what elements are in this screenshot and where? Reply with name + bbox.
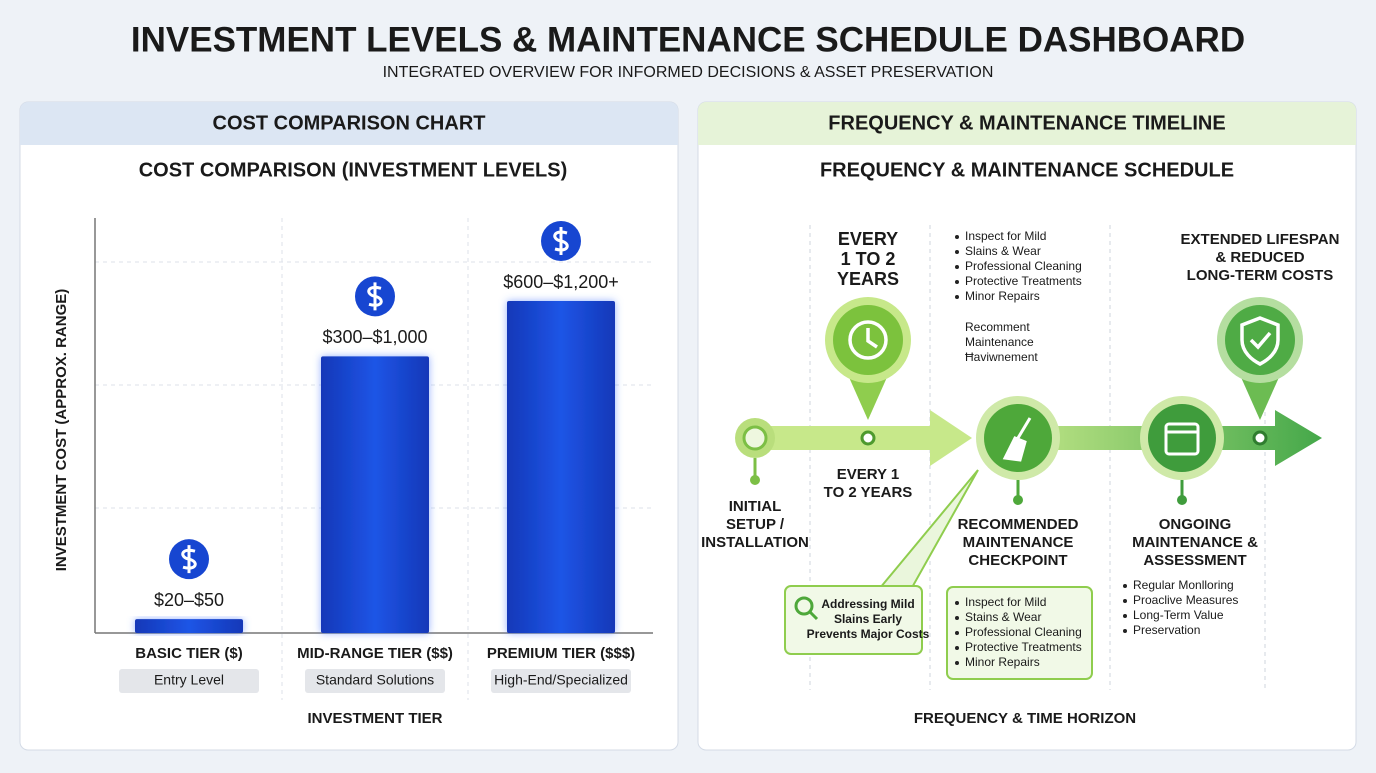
stage-label: ONGOING bbox=[1159, 516, 1232, 533]
task-item: Regular Monlloring bbox=[1133, 578, 1234, 592]
note-item: Ħaviwnement bbox=[965, 350, 1038, 364]
x-tick-label: BASIC TIER ($) bbox=[135, 645, 243, 662]
page-subtitle: INTEGRATED OVERVIEW FOR INFORMED DECISIO… bbox=[383, 64, 994, 81]
timeline-arrow bbox=[740, 410, 972, 466]
value-label: $600–$1,200+ bbox=[503, 272, 619, 292]
tier-note: Entry Level bbox=[154, 672, 224, 688]
stage-label: CHECKPOINT bbox=[968, 552, 1067, 569]
note-item: Maintenance bbox=[965, 335, 1034, 349]
task-item: Stains & Wear bbox=[965, 610, 1041, 624]
note-item: Recomment bbox=[965, 320, 1030, 334]
page-title: INVESTMENT LEVELS & MAINTENANCE SCHEDULE… bbox=[131, 20, 1245, 59]
bullet bbox=[1123, 584, 1127, 588]
task-item: Inspect for Mild bbox=[965, 229, 1046, 243]
stage-label: LONG-TERM COSTS bbox=[1187, 267, 1334, 284]
timeline-panel: FREQUENCY & MAINTENANCE TIMELINE FREQUEN… bbox=[697, 101, 1357, 751]
stage-label: ASSESSMENT bbox=[1143, 552, 1246, 569]
bullet bbox=[1123, 614, 1127, 618]
chart-title: COST COMPARISON (INVESTMENT LEVELS) bbox=[139, 159, 568, 181]
callout bbox=[784, 585, 923, 655]
value-label: $20–$50 bbox=[154, 590, 224, 610]
bullet bbox=[955, 661, 959, 665]
bar bbox=[321, 356, 429, 633]
stage-label: INSTALLATION bbox=[701, 534, 809, 551]
bullet bbox=[1123, 599, 1127, 603]
panel-title: COST COMPARISON CHART bbox=[213, 112, 486, 134]
stage-label: & REDUCED bbox=[1215, 249, 1304, 266]
tier-note-box bbox=[491, 669, 631, 693]
callout-text: Prevents Major Costs bbox=[807, 627, 930, 641]
frequency-label: 1 TO 2 bbox=[841, 249, 896, 269]
bullet bbox=[955, 265, 959, 269]
task-item: Preservation bbox=[1133, 623, 1200, 637]
stage-label: EXTENDED LIFESPAN bbox=[1181, 231, 1340, 248]
bullet bbox=[955, 646, 959, 650]
calendar-icon bbox=[1148, 404, 1216, 472]
tier-note-box bbox=[119, 669, 259, 693]
frequency-label: EVERY bbox=[838, 229, 898, 249]
task-item: Professional Cleaning bbox=[965, 259, 1082, 273]
stage-label: MAINTENANCE bbox=[963, 534, 1074, 551]
task-item: Professional Cleaning bbox=[965, 625, 1082, 639]
bullet bbox=[955, 235, 959, 239]
callout-text: Addressing Mild bbox=[821, 597, 914, 611]
task-item: Long-Term Value bbox=[1133, 608, 1224, 622]
task-item: Inspect for Mild bbox=[965, 595, 1046, 609]
bullet bbox=[955, 280, 959, 284]
frequency-label: YEARS bbox=[837, 269, 899, 289]
panel-header bbox=[698, 102, 1356, 145]
panel-header bbox=[20, 102, 678, 145]
task-item: Proaclive Measures bbox=[1133, 593, 1238, 607]
x-axis-label: FREQUENCY & TIME HORIZON bbox=[914, 710, 1136, 727]
bullet bbox=[955, 631, 959, 635]
bullet bbox=[955, 601, 959, 605]
bullet bbox=[955, 295, 959, 299]
stage-label: RECOMMENDED bbox=[958, 516, 1079, 533]
task-item: Slains & Wear bbox=[965, 244, 1041, 258]
tier-note-box bbox=[305, 669, 445, 693]
money-icon-mark bbox=[181, 545, 197, 574]
task-item: Minor Repairs bbox=[965, 655, 1040, 669]
bar bbox=[135, 619, 243, 633]
bullet bbox=[955, 250, 959, 254]
value-label: $300–$1,000 bbox=[322, 327, 427, 347]
shield-icon bbox=[1225, 305, 1295, 375]
tier-note: Standard Solutions bbox=[316, 672, 434, 688]
stage-label: INITIAL bbox=[729, 498, 782, 515]
stage-label: MAINTENANCE & bbox=[1132, 534, 1258, 551]
frequency-label: EVERY 1 bbox=[837, 466, 900, 483]
task-item: Protective Treatments bbox=[965, 640, 1082, 654]
checkpoint-box bbox=[946, 586, 1093, 680]
bullet bbox=[1123, 629, 1127, 633]
x-axis-label: INVESTMENT TIER bbox=[307, 710, 442, 727]
frequency-label: TO 2 YEARS bbox=[824, 484, 913, 501]
task-item: Minor Repairs bbox=[965, 289, 1040, 303]
timeline-title: FREQUENCY & MAINTENANCE SCHEDULE bbox=[820, 159, 1234, 181]
x-tick-label: PREMIUM TIER ($$$) bbox=[487, 645, 635, 662]
x-tick-label: MID-RANGE TIER ($$) bbox=[297, 645, 453, 662]
bullet bbox=[955, 616, 959, 620]
callout-text: Slains Early bbox=[834, 612, 902, 626]
tier-note: High-End/Specialized bbox=[494, 672, 628, 688]
y-axis-label: INVESTMENT COST (APPROX. RANGE) bbox=[53, 289, 70, 572]
money-icon-mark bbox=[553, 227, 569, 255]
money-icon-mark bbox=[367, 282, 383, 311]
bar bbox=[507, 301, 615, 633]
cost-panel: COST COMPARISON CHART COST COMPARISON (I… bbox=[19, 101, 679, 751]
bars: $20–$50 BASIC TIER ($) Entry Level $300–$1,… bbox=[119, 221, 635, 693]
panel-title: FREQUENCY & MAINTENANCE TIMELINE bbox=[828, 112, 1225, 134]
task-item: Protective Treatments bbox=[965, 274, 1082, 288]
stage-label: SETUP / bbox=[726, 516, 785, 533]
